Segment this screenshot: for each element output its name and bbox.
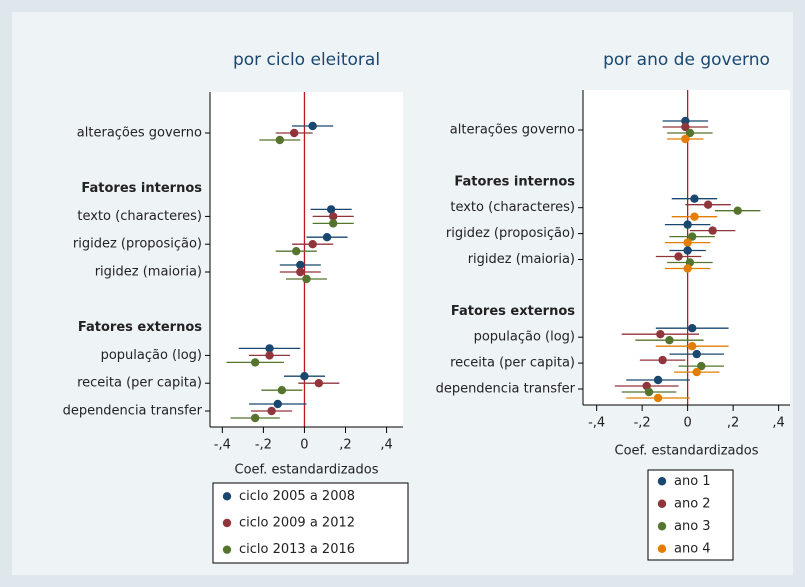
chart-title: por ano de governo (603, 50, 770, 70)
legend-marker (222, 545, 232, 554)
x-tick-label: ,2 (339, 438, 351, 453)
x-axis-label: Coef. estandardizados (235, 463, 379, 478)
x-tick-label: 0 (683, 416, 691, 431)
x-tick-label: -,2 (255, 438, 272, 453)
legend-label: ano 1 (674, 474, 711, 489)
point (314, 379, 324, 388)
category-label: receita (per capita) (77, 376, 202, 391)
point (665, 336, 674, 345)
group-header: Fatores externos (78, 320, 202, 335)
category-label: rigidez (maioria) (95, 265, 202, 280)
legend-marker (657, 499, 667, 508)
point (322, 233, 332, 242)
point (308, 240, 317, 249)
x-tick-label: 0 (300, 438, 308, 453)
point (296, 267, 305, 277)
point (267, 406, 276, 416)
point (656, 330, 665, 339)
point (302, 274, 311, 284)
x-tick-label: ,2 (727, 416, 739, 431)
category-label: rigidez (maioria) (468, 252, 575, 267)
plot-area (210, 92, 403, 427)
point (328, 219, 338, 228)
legend-label: ano 2 (674, 496, 711, 511)
point (692, 349, 701, 359)
point (265, 344, 274, 353)
point (683, 220, 692, 229)
x-tick-label: ,4 (380, 438, 392, 453)
point (658, 355, 667, 365)
point (653, 393, 663, 403)
point (687, 342, 697, 351)
point (326, 205, 336, 214)
category-label: alterações governo (77, 126, 202, 141)
point (289, 128, 299, 138)
point (681, 122, 690, 132)
point (273, 399, 282, 409)
point (275, 135, 285, 145)
legend-label: ano 4 (674, 541, 711, 556)
category-label: população (log) (101, 348, 202, 363)
category-label: alterações governo (450, 123, 575, 138)
point (644, 387, 654, 397)
point (292, 247, 301, 256)
category-label: texto (characteres) (77, 209, 202, 224)
legend-label: ano 3 (674, 519, 711, 534)
legend-marker (657, 544, 667, 553)
legend-label: ciclo 2013 a 2016 (239, 542, 355, 557)
point (296, 260, 305, 270)
point (733, 206, 742, 215)
point (250, 358, 260, 367)
x-axis-label: Coef. estandardizados (615, 444, 759, 459)
point (674, 252, 683, 261)
category-label: população (log) (474, 330, 575, 345)
point (683, 264, 692, 273)
group-header: Fatores internos (81, 181, 202, 196)
point (250, 413, 260, 423)
point (683, 246, 692, 255)
x-tick-label: -,4 (588, 416, 605, 431)
point (708, 226, 717, 235)
point (265, 351, 274, 360)
point (697, 361, 706, 371)
chart-title: por ciclo eleitoral (233, 50, 380, 70)
x-tick-label: -,2 (634, 416, 651, 431)
point (683, 238, 692, 247)
legend-box (212, 482, 409, 564)
group-header: Fatores externos (451, 304, 575, 319)
point (300, 372, 309, 381)
x-tick-label: ,4 (772, 416, 784, 431)
point (690, 212, 699, 221)
category-label: dependencia transfer (63, 404, 203, 419)
point (277, 386, 287, 395)
legend-label: ciclo 2005 a 2008 (239, 489, 355, 504)
point (687, 324, 697, 333)
category-label: texto (characteres) (450, 200, 575, 215)
point (681, 134, 690, 144)
point (692, 367, 701, 377)
legend-marker (657, 477, 667, 486)
legend-marker (222, 492, 232, 501)
legend-label: ciclo 2009 a 2012 (239, 516, 355, 531)
point (703, 200, 713, 209)
point (681, 116, 690, 126)
category-label: dependencia transfer (436, 382, 576, 397)
point (328, 212, 338, 221)
category-label: rigidez (proposição) (73, 237, 202, 252)
category-label: rigidez (proposição) (446, 226, 575, 241)
group-header: Fatores internos (454, 174, 575, 189)
category-label: receita (per capita) (450, 356, 575, 371)
point (685, 128, 695, 138)
x-tick-label: -,4 (214, 438, 231, 453)
point (653, 375, 663, 385)
legend-marker (222, 518, 232, 528)
point (308, 121, 317, 131)
point (690, 194, 699, 203)
legend-marker (657, 522, 667, 531)
point (687, 232, 697, 241)
